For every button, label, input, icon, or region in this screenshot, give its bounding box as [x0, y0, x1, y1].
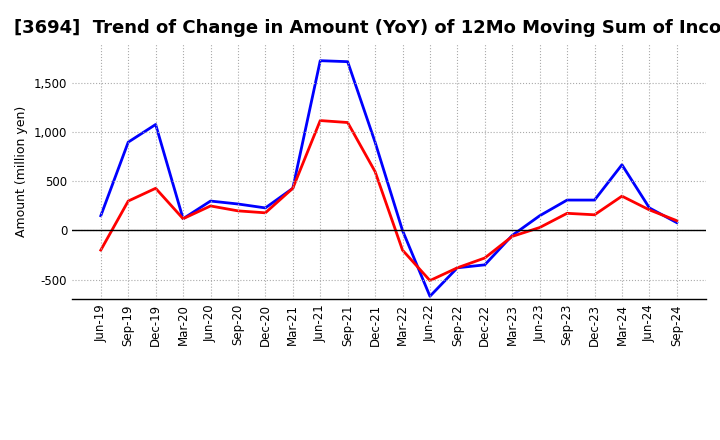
Ordinary Income: [261, 205, 270, 211]
Net Income: [480, 255, 489, 260]
Net Income: [453, 265, 462, 271]
Ordinary Income: [343, 59, 352, 64]
Ordinary Income: [453, 265, 462, 271]
Ordinary Income: [206, 198, 215, 204]
Net Income: [124, 198, 132, 204]
Net Income: [672, 218, 681, 224]
Net Income: [316, 118, 325, 123]
Net Income: [151, 186, 160, 191]
Ordinary Income: [672, 220, 681, 225]
Net Income: [179, 216, 187, 221]
Ordinary Income: [480, 262, 489, 268]
Net Income: [233, 208, 242, 213]
Net Income: [618, 194, 626, 199]
Net Income: [508, 234, 516, 239]
Title: [3694]  Trend of Change in Amount (YoY) of 12Mo Moving Sum of Incomes: [3694] Trend of Change in Amount (YoY) o…: [14, 19, 720, 37]
Ordinary Income: [645, 205, 654, 211]
Ordinary Income: [398, 228, 407, 233]
Ordinary Income: [316, 58, 325, 63]
Y-axis label: Amount (million yen): Amount (million yen): [15, 106, 28, 237]
Net Income: [536, 225, 544, 230]
Net Income: [343, 120, 352, 125]
Legend: Ordinary Income, Net Income: Ordinary Income, Net Income: [245, 438, 533, 440]
Net Income: [563, 211, 572, 216]
Net Income: [371, 169, 379, 174]
Ordinary Income: [151, 122, 160, 127]
Net Income: [590, 212, 599, 217]
Net Income: [645, 207, 654, 213]
Ordinary Income: [96, 213, 105, 218]
Ordinary Income: [371, 139, 379, 145]
Ordinary Income: [618, 162, 626, 167]
Ordinary Income: [289, 186, 297, 191]
Net Income: [96, 247, 105, 253]
Net Income: [261, 210, 270, 216]
Ordinary Income: [179, 216, 187, 221]
Net Income: [426, 278, 434, 283]
Ordinary Income: [590, 198, 599, 203]
Ordinary Income: [508, 233, 516, 238]
Net Income: [289, 186, 297, 191]
Ordinary Income: [233, 202, 242, 207]
Ordinary Income: [426, 293, 434, 299]
Ordinary Income: [124, 139, 132, 145]
Ordinary Income: [536, 213, 544, 218]
Ordinary Income: [563, 198, 572, 203]
Net Income: [206, 203, 215, 209]
Line: Ordinary Income: Ordinary Income: [101, 61, 677, 296]
Net Income: [398, 247, 407, 253]
Line: Net Income: Net Income: [101, 121, 677, 281]
